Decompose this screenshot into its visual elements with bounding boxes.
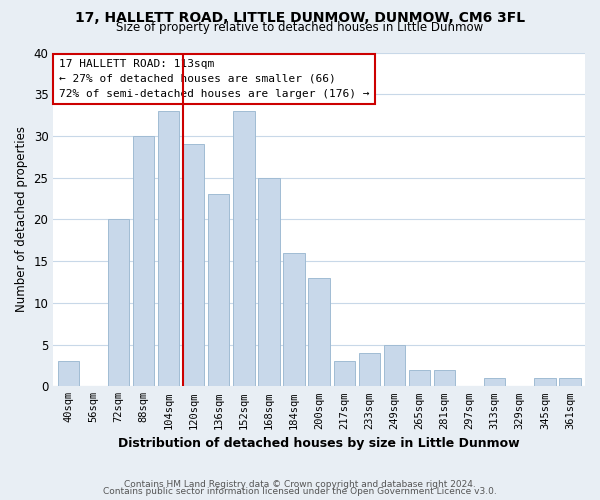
Y-axis label: Number of detached properties: Number of detached properties (15, 126, 28, 312)
Bar (534, 378, 556, 386)
Bar (434, 370, 455, 386)
Text: 17 HALLETT ROAD: 113sqm
← 27% of detached houses are smaller (66)
72% of semi-de: 17 HALLETT ROAD: 113sqm ← 27% of detache… (59, 59, 369, 99)
Bar (409, 370, 430, 386)
X-axis label: Distribution of detached houses by size in Little Dunmow: Distribution of detached houses by size … (118, 437, 520, 450)
Bar (158, 111, 179, 386)
Bar (233, 111, 254, 386)
Bar (183, 144, 205, 386)
Text: 17, HALLETT ROAD, LITTLE DUNMOW, DUNMOW, CM6 3FL: 17, HALLETT ROAD, LITTLE DUNMOW, DUNMOW,… (75, 11, 525, 25)
Bar (133, 136, 154, 386)
Bar (384, 344, 405, 387)
Text: Contains public sector information licensed under the Open Government Licence v3: Contains public sector information licen… (103, 487, 497, 496)
Bar (359, 353, 380, 386)
Bar (559, 378, 581, 386)
Bar (58, 362, 79, 386)
Bar (283, 253, 305, 386)
Bar (259, 178, 280, 386)
Bar (334, 362, 355, 386)
Bar (108, 220, 129, 386)
Bar (484, 378, 505, 386)
Text: Size of property relative to detached houses in Little Dunmow: Size of property relative to detached ho… (116, 21, 484, 34)
Bar (208, 194, 229, 386)
Bar (308, 278, 330, 386)
Text: Contains HM Land Registry data © Crown copyright and database right 2024.: Contains HM Land Registry data © Crown c… (124, 480, 476, 489)
